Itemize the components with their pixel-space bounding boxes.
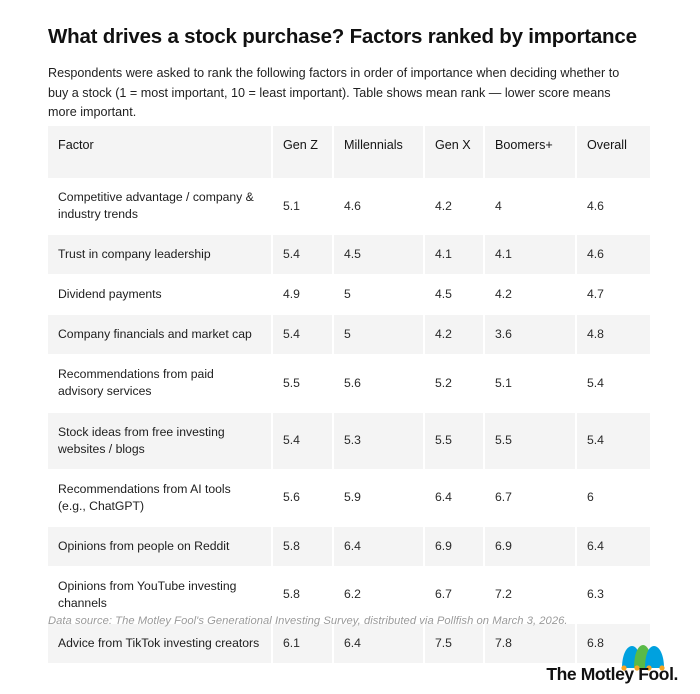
cell-overall: 6.4 — [576, 526, 650, 567]
table-row[interactable]: Opinions from people on Reddit 5.8 6.4 6.9 6… — [48, 526, 650, 567]
cell-overall: 4.6 — [576, 234, 650, 275]
cell-boomers: 4.1 — [484, 234, 577, 275]
cell-millennials: 5.9 — [333, 469, 425, 527]
cell-gen-z: 4.9 — [272, 274, 334, 315]
cell-boomers: 7.2 — [484, 566, 577, 624]
page-title: What drives a stock purchase? Factors ra… — [48, 25, 637, 48]
cell-gen-z: 5.6 — [272, 469, 334, 527]
cell-gen-x: 4.5 — [424, 274, 485, 315]
cell-millennials: 5 — [333, 274, 425, 315]
cell-millennials: 5.3 — [333, 412, 425, 470]
column-header-millennials[interactable]: Millennials — [333, 126, 425, 178]
cell-gen-z: 5.8 — [272, 526, 334, 567]
cell-factor: Recommendations from paid advisory servi… — [48, 354, 273, 413]
cell-millennials: 4.6 — [333, 178, 425, 235]
cell-gen-x: 5.2 — [424, 354, 485, 413]
column-header-boomers[interactable]: Boomers+ — [484, 126, 577, 178]
cell-gen-z: 5.8 — [272, 566, 334, 624]
cell-millennials: 6.4 — [333, 623, 425, 664]
column-header-gen-x[interactable]: Gen X — [424, 126, 485, 178]
cell-boomers: 7.8 — [484, 623, 577, 664]
cell-overall: 4.7 — [576, 274, 650, 315]
table-row[interactable]: Recommendations from AI tools (e.g., Cha… — [48, 469, 650, 527]
cell-millennials: 6.4 — [333, 526, 425, 567]
cell-overall: 6.3 — [576, 566, 650, 624]
cell-boomers: 3.6 — [484, 314, 577, 355]
cell-gen-z: 5.1 — [272, 178, 334, 235]
cell-factor: Opinions from YouTube investing channels — [48, 566, 273, 624]
cell-factor: Trust in company leadership — [48, 234, 273, 275]
cell-millennials: 6.2 — [333, 566, 425, 624]
cell-gen-x: 4.1 — [424, 234, 485, 275]
cell-overall: 5.4 — [576, 354, 650, 413]
table-row[interactable]: Competitive advantage / company & indust… — [48, 178, 650, 235]
cell-factor: Company financials and market cap — [48, 314, 273, 355]
table-row[interactable]: Company financials and market cap 5.4 5 4.2… — [48, 314, 650, 355]
column-header-factor[interactable]: Factor — [48, 126, 273, 178]
cell-millennials: 5 — [333, 314, 425, 355]
table-row[interactable]: Trust in company leadership 5.4 4.5 4.1 4.1 4… — [48, 234, 650, 275]
table-row[interactable]: Recommendations from paid advisory servi… — [48, 354, 650, 413]
table-row[interactable]: Stock ideas from free investing websites… — [48, 412, 650, 470]
cell-overall: 6 — [576, 469, 650, 527]
column-header-gen-z[interactable]: Gen Z — [272, 126, 334, 178]
cell-boomers: 6.7 — [484, 469, 577, 527]
cell-factor: Competitive advantage / company & indust… — [48, 178, 273, 235]
cell-factor: Stock ideas from free investing websites… — [48, 412, 273, 470]
table-row[interactable]: Opinions from YouTube investing channels… — [48, 566, 650, 624]
cell-gen-x: 4.2 — [424, 314, 485, 355]
table-header-row: Factor Gen Z Millennials Gen X Boomers+ … — [48, 126, 650, 178]
column-header-overall[interactable]: Overall — [576, 126, 650, 178]
cell-boomers: 5.5 — [484, 412, 577, 470]
table-body: Competitive advantage / company & indust… — [48, 178, 650, 664]
data-source-footnote: Data source: The Motley Fool's Generatio… — [48, 615, 568, 627]
cell-millennials: 5.6 — [333, 354, 425, 413]
cell-boomers: 4.2 — [484, 274, 577, 315]
table-row[interactable]: Dividend payments 4.9 5 4.5 4.2 4.7 — [48, 274, 650, 315]
cell-gen-x: 6.4 — [424, 469, 485, 527]
table-row[interactable]: Advice from TikTok investing creators 6.1… — [48, 623, 650, 664]
cell-gen-x: 6.7 — [424, 566, 485, 624]
cell-gen-z: 5.4 — [272, 314, 334, 355]
cell-gen-z: 5.5 — [272, 354, 334, 413]
logo-wordmark: The Motley Fool. — [546, 664, 678, 684]
cell-boomers: 6.9 — [484, 526, 577, 567]
cell-gen-z: 5.4 — [272, 234, 334, 275]
factor-ranking-table: Factor Gen Z Millennials Gen X Boomers+ … — [48, 126, 650, 664]
cell-gen-x: 7.5 — [424, 623, 485, 664]
ranking-table-container: Factor Gen Z Millennials Gen X Boomers+ … — [48, 126, 650, 664]
cell-gen-x: 5.5 — [424, 412, 485, 470]
motley-fool-logo: The Motley Fool. — [546, 645, 678, 685]
cell-gen-x: 4.2 — [424, 178, 485, 235]
cell-overall: 4.6 — [576, 178, 650, 235]
cell-millennials: 4.5 — [333, 234, 425, 275]
table-header: Factor Gen Z Millennials Gen X Boomers+ … — [48, 126, 650, 178]
cell-overall: 4.8 — [576, 314, 650, 355]
cell-overall: 5.4 — [576, 412, 650, 470]
cell-factor: Recommendations from AI tools (e.g., Cha… — [48, 469, 273, 527]
cell-gen-z: 6.1 — [272, 623, 334, 664]
cell-factor: Opinions from people on Reddit — [48, 526, 273, 567]
cell-gen-x: 6.9 — [424, 526, 485, 567]
page-subtitle: Respondents were asked to rank the follo… — [48, 66, 620, 120]
cell-gen-z: 5.4 — [272, 412, 334, 470]
cell-boomers: 5.1 — [484, 354, 577, 413]
cell-boomers: 4 — [484, 178, 577, 235]
cell-factor: Dividend payments — [48, 274, 273, 315]
jester-cap-icon — [620, 643, 666, 671]
cell-factor: Advice from TikTok investing creators — [48, 623, 273, 664]
